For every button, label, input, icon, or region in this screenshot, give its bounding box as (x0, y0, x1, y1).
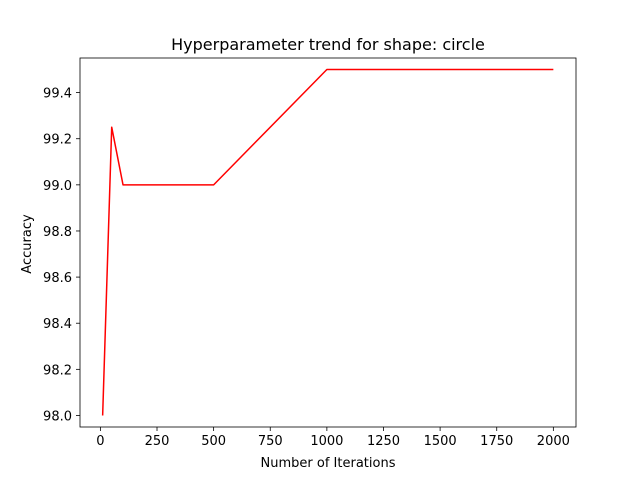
x-axis-label: Number of Iterations (261, 456, 396, 471)
y-tick-label: 98.8 (43, 225, 72, 240)
x-tick-label: 0 (96, 434, 104, 449)
y-tick-label: 98.2 (43, 363, 72, 378)
y-axis-label: Accuracy (20, 214, 35, 274)
x-tick-label: 1000 (310, 434, 343, 449)
y-tick-label: 98.0 (43, 409, 72, 424)
y-tick-label: 99.2 (43, 133, 72, 148)
axis-ticks: 0 250 500 750 1000 1250 1500 1750 2000 98.0 98.2 98… (43, 87, 570, 449)
axes-frame (79, 57, 577, 428)
y-tick-label: 98.4 (43, 317, 72, 332)
x-tick-label: 1500 (424, 434, 457, 449)
plot-area (79, 57, 577, 428)
chart-title: Hyperparameter trend for shape: circle (171, 35, 485, 54)
series-line-0 (101, 68, 554, 416)
y-tick-label: 99.0 (43, 179, 72, 194)
y-tick-label: 99.4 (43, 87, 72, 102)
x-tick-label: 500 (201, 434, 226, 449)
x-tick-label: 250 (145, 434, 170, 449)
x-tick-label: 750 (258, 434, 283, 449)
x-tick-label: 1750 (480, 434, 513, 449)
y-tick-label: 98.6 (43, 271, 72, 286)
x-tick-label: 2000 (537, 434, 570, 449)
x-tick-label: 1250 (367, 434, 400, 449)
